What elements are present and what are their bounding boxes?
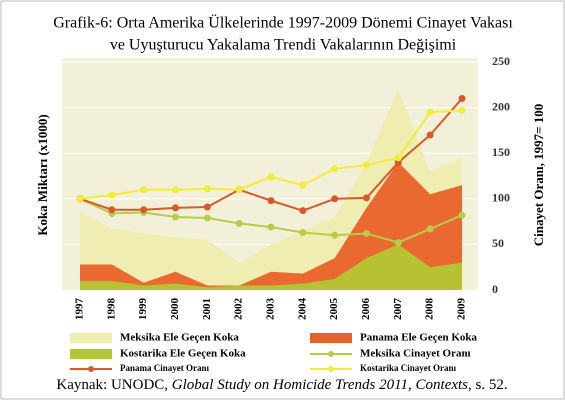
point xyxy=(203,214,211,222)
source: Kaynak: UNODC, Global Study on Homicide … xyxy=(56,377,507,393)
point xyxy=(108,191,116,199)
legend-swatch xyxy=(88,366,94,372)
point xyxy=(203,185,211,193)
legend-label: Meksika Ele Geçen Koka xyxy=(120,332,239,344)
y-axis-label: Koka Miktarı (x1000) xyxy=(35,114,50,235)
source-part: Global Study on Homicide Trends 2011, Co… xyxy=(172,377,468,393)
legend-label: Meksika Cinayet Oranı xyxy=(360,348,471,360)
point xyxy=(331,195,339,203)
point xyxy=(299,181,307,189)
chart-title: ve Uyuşturucu Yakalama Trendi Vakalarını… xyxy=(110,37,457,54)
x-tick-label: 2008 xyxy=(424,298,436,321)
chart-title: Grafik-6: Orta Amerika Ülkelerinde 1997-… xyxy=(53,14,513,32)
x-tick-label: 2006 xyxy=(360,298,372,321)
x-tick-label: 1997 xyxy=(74,298,86,321)
legend-swatch xyxy=(328,366,334,372)
point xyxy=(426,225,434,233)
point xyxy=(426,108,434,116)
y2-axis-label: Cinayet Oranı, 1997= 100 xyxy=(531,104,546,246)
point xyxy=(363,229,370,237)
x-tick-label: 2000 xyxy=(169,298,181,321)
point xyxy=(172,204,179,212)
y2-tick-label: 0 xyxy=(492,282,498,296)
point xyxy=(140,186,148,194)
point xyxy=(394,239,402,247)
y2-tick-label: 200 xyxy=(492,99,510,113)
point xyxy=(108,206,116,214)
point xyxy=(235,219,243,227)
point xyxy=(426,131,434,139)
x-tick-label: 2007 xyxy=(392,298,404,321)
y2-tick-label: 50 xyxy=(492,236,504,250)
point xyxy=(394,154,402,162)
point xyxy=(458,106,466,114)
point xyxy=(363,194,370,202)
legend-swatch xyxy=(310,333,352,343)
x-tick-label: 1999 xyxy=(137,298,149,321)
x-tick-label: 2003 xyxy=(265,298,277,321)
legend-swatch xyxy=(70,333,112,343)
legend-label: Panama Cinayet Oranı xyxy=(120,363,209,373)
point xyxy=(267,197,275,205)
point xyxy=(331,165,339,173)
x-tick-label: 2002 xyxy=(233,298,245,321)
x-tick-label: 2004 xyxy=(296,298,308,321)
point xyxy=(299,207,307,215)
legend-swatch xyxy=(328,351,334,357)
point xyxy=(140,206,148,214)
x-tick-label: 2005 xyxy=(328,298,340,321)
point xyxy=(363,161,370,169)
legend-label: Kostarika Cinayet Oranı xyxy=(360,363,456,373)
point xyxy=(299,229,307,237)
area xyxy=(80,244,462,290)
point xyxy=(267,223,275,231)
point xyxy=(235,186,243,194)
point xyxy=(458,94,466,102)
legend-label: Panama Ele Geçen Koka xyxy=(360,332,478,344)
point xyxy=(172,213,179,221)
point xyxy=(203,203,211,211)
y2-tick-label: 250 xyxy=(492,54,510,68)
x-tick-label: 2001 xyxy=(201,298,213,320)
point xyxy=(76,195,84,203)
x-tick-label: 1998 xyxy=(105,298,117,321)
point xyxy=(172,186,179,194)
source-part: Kaynak: UNODC, xyxy=(56,377,171,393)
x-tick-label: 2009 xyxy=(456,298,468,321)
y2-tick-label: 100 xyxy=(492,191,510,205)
legend-swatch xyxy=(70,349,112,359)
y2-tick-label: 150 xyxy=(492,145,510,159)
legend-label: Kostarika Ele Geçen Koka xyxy=(120,348,246,360)
source-part: , s. 52. xyxy=(468,377,508,393)
point xyxy=(331,231,339,239)
point xyxy=(267,173,275,181)
point xyxy=(458,211,466,219)
